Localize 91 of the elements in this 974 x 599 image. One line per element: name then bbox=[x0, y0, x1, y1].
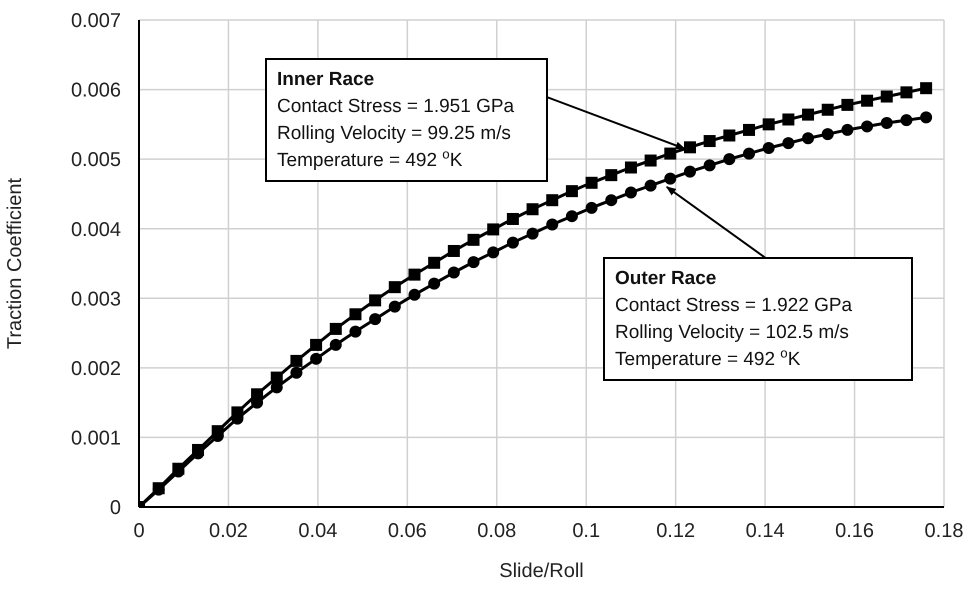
y-tick-label: 0.007 bbox=[70, 10, 121, 32]
annotation: Outer Race Contact Stress = 1.922 GPa Rolling Velocity = 102.5 m/s Temperature = 492 $^{o}$K bbox=[615, 267, 854, 372]
point bbox=[743, 148, 756, 160]
y-tick-label: 0.005 bbox=[70, 149, 121, 172]
point bbox=[644, 180, 657, 192]
point bbox=[468, 234, 480, 246]
point bbox=[526, 203, 539, 216]
x-tick-label: 0.04 bbox=[298, 520, 338, 542]
point bbox=[428, 278, 440, 290]
point bbox=[310, 352, 322, 365]
point bbox=[900, 114, 912, 126]
callout-box: Inner Race Contact Stress = 1.951 GPa Rolling Velocity = 99.25 m/s Temperature = 492 $^{o}$K bbox=[265, 58, 548, 182]
point bbox=[330, 322, 342, 335]
point bbox=[369, 313, 382, 326]
point bbox=[369, 294, 382, 306]
point bbox=[802, 132, 814, 144]
point bbox=[349, 308, 362, 320]
y-tick-label: 0.002 bbox=[70, 358, 121, 380]
point bbox=[506, 212, 519, 225]
point bbox=[762, 142, 775, 154]
point bbox=[448, 266, 460, 279]
point bbox=[822, 128, 834, 140]
y-axis-title: Traction Coefficient bbox=[4, 177, 26, 350]
point bbox=[388, 281, 401, 294]
point bbox=[408, 288, 420, 301]
point bbox=[664, 148, 676, 160]
point bbox=[487, 223, 500, 236]
x-tick-label: 0.06 bbox=[388, 520, 427, 542]
point bbox=[546, 218, 558, 231]
point bbox=[684, 141, 696, 154]
point bbox=[526, 228, 539, 240]
point bbox=[408, 268, 420, 281]
x-tick-label: 0.18 bbox=[924, 520, 964, 542]
point bbox=[624, 161, 637, 174]
point bbox=[349, 326, 362, 338]
x-axis-title: Slide/Roll bbox=[499, 560, 584, 582]
point bbox=[802, 108, 814, 121]
point bbox=[880, 116, 893, 129]
x-tick-label: 0.14 bbox=[746, 520, 785, 542]
point bbox=[290, 366, 302, 379]
y-tick-label: 0.003 bbox=[70, 288, 121, 310]
point bbox=[624, 186, 637, 199]
point bbox=[605, 194, 618, 206]
point bbox=[586, 176, 598, 189]
point bbox=[428, 256, 440, 269]
y-tick-label: 0.004 bbox=[70, 218, 121, 241]
point bbox=[644, 154, 657, 167]
point bbox=[822, 104, 834, 116]
point bbox=[566, 210, 578, 222]
y-tick-label: 0 bbox=[110, 497, 121, 520]
callout-box: Outer Race Contact Stress = 1.922 GPa Rolling Velocity = 102.5 m/s Temperature = 492 $^{o}$K bbox=[603, 257, 913, 381]
point bbox=[861, 94, 874, 107]
point bbox=[841, 124, 854, 136]
point bbox=[664, 172, 676, 185]
point bbox=[506, 236, 519, 249]
point bbox=[290, 354, 302, 367]
point bbox=[448, 244, 460, 257]
point bbox=[841, 98, 854, 111]
point bbox=[900, 86, 912, 98]
point bbox=[861, 120, 874, 132]
point bbox=[546, 194, 558, 206]
x-tick-label: 0.1 bbox=[572, 520, 600, 542]
point bbox=[920, 82, 932, 94]
y-tick-label: 0.001 bbox=[70, 428, 121, 450]
point bbox=[920, 111, 932, 124]
point bbox=[782, 137, 794, 150]
point bbox=[782, 113, 794, 126]
point bbox=[270, 372, 283, 384]
point bbox=[487, 246, 500, 258]
point bbox=[605, 169, 618, 182]
point bbox=[704, 135, 716, 148]
x-tick-label: 0.02 bbox=[208, 520, 248, 542]
point bbox=[310, 338, 322, 351]
point bbox=[880, 90, 893, 103]
x-tick-label: 0.12 bbox=[656, 520, 696, 542]
point bbox=[723, 153, 736, 166]
point bbox=[743, 124, 756, 136]
point bbox=[566, 185, 578, 198]
point bbox=[723, 129, 736, 142]
point bbox=[330, 338, 342, 351]
x-tick-label: 0.16 bbox=[835, 520, 874, 542]
y-tick-label: 0.006 bbox=[70, 80, 121, 102]
point bbox=[586, 202, 598, 214]
point bbox=[762, 118, 775, 130]
point bbox=[684, 166, 696, 178]
x-tick-label: 0.08 bbox=[477, 520, 516, 542]
x-tick-label: 0 bbox=[133, 520, 145, 542]
point bbox=[704, 159, 716, 172]
point bbox=[388, 300, 401, 313]
point bbox=[468, 256, 480, 268]
annotation: Inner Race Contact Stress = 1.951 GPa Rolling Velocity = 99.25 m/s Temperature = 492 $^{o}$K bbox=[277, 68, 516, 173]
